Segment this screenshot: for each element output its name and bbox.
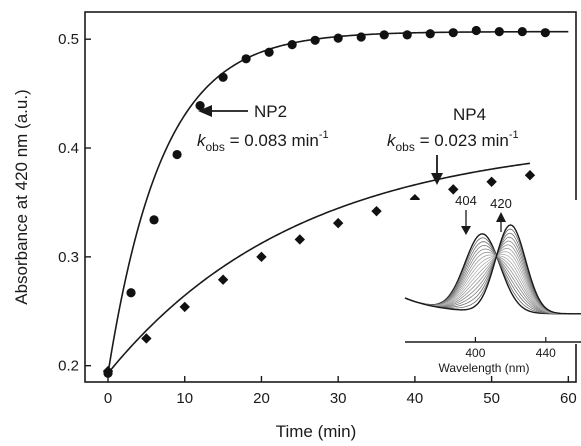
point-np2 (241, 54, 251, 64)
point-np2 (218, 72, 228, 82)
point-np2 (310, 35, 320, 45)
np2-rate-constant: kobs = 0.083 min-1 (197, 129, 329, 154)
x-tick-label: 0 (104, 390, 112, 407)
point-np2 (402, 30, 412, 40)
point-np4 (217, 274, 229, 285)
annotation-np4: NP4 kobs = 0.023 min-1 (387, 105, 519, 185)
point-np2 (540, 28, 550, 38)
x-tick-label: 50 (483, 390, 500, 407)
point-np4 (448, 184, 459, 195)
point-np4 (141, 333, 152, 344)
point-np4 (179, 301, 190, 313)
point-np2 (126, 288, 136, 298)
point-np2 (494, 26, 504, 37)
point-np2 (379, 30, 389, 40)
point-np2 (195, 100, 205, 111)
point-np4 (524, 170, 536, 181)
inset-peak-label-404: 404 (455, 193, 477, 208)
point-np4 (332, 217, 344, 229)
inset-x-tick-label: 400 (465, 346, 485, 360)
inset-background (405, 200, 581, 344)
x-tick-label: 60 (560, 390, 577, 407)
np4-arrow-head (431, 173, 443, 185)
inset-x-axis-title: Wavelength (nm) (439, 361, 530, 375)
np2-arrow-head (198, 105, 212, 117)
x-tick-label: 20 (253, 390, 270, 407)
point-np4 (486, 176, 497, 187)
y-tick-label: 0.5 (58, 31, 79, 48)
point-np2 (448, 28, 458, 38)
inset-x-ticks: 400 440 (465, 337, 556, 360)
point-np2 (287, 40, 297, 50)
y-axis-title: Absorbance at 420 nm (a.u.) (12, 89, 31, 304)
y-tick-label: 0.3 (58, 249, 79, 266)
data-points (102, 25, 550, 378)
x-axis-title: Time (min) (276, 422, 357, 441)
point-np2 (333, 33, 343, 43)
y-tick-label: 0.4 (58, 140, 79, 157)
point-np4 (256, 251, 267, 263)
inset-spectra-curves (404, 224, 581, 315)
fit-curve-np4 (107, 162, 531, 374)
y-axis: 0.2 0.3 0.4 0.5 (58, 31, 91, 375)
point-np2 (172, 149, 182, 160)
point-np2 (356, 32, 366, 42)
point-np4 (294, 234, 306, 245)
inset-peak-label-420: 420 (490, 196, 512, 211)
point-np4 (371, 205, 382, 217)
np4-rate-constant: kobs = 0.023 min-1 (387, 129, 519, 154)
x-axis: 0 10 20 30 40 50 60 (104, 376, 577, 407)
x-tick-label: 40 (407, 390, 424, 407)
inset-peak-arrow-head-420 (496, 212, 506, 222)
point-np2 (264, 47, 274, 57)
point-np2 (149, 215, 159, 225)
x-tick-label: 30 (330, 390, 347, 407)
inset-x-tick-label: 440 (536, 346, 556, 360)
annotation-np2: NP2 kobs = 0.083 min-1 (197, 102, 329, 154)
x-tick-label: 10 (176, 390, 193, 407)
inset-spectrum-line (404, 224, 581, 315)
point-np2 (425, 29, 435, 39)
inset-spectrum: 400 440 Wavelength (nm) 404 420 (404, 193, 581, 375)
np4-label: NP4 (453, 105, 486, 124)
y-tick-label: 0.2 (58, 358, 79, 375)
point-np4 (102, 365, 114, 377)
point-np2 (517, 26, 527, 37)
np2-label: NP2 (254, 102, 287, 121)
inset-peak-arrow-head-404 (461, 226, 471, 235)
point-np2 (471, 25, 481, 36)
plot-frame (84, 11, 577, 383)
